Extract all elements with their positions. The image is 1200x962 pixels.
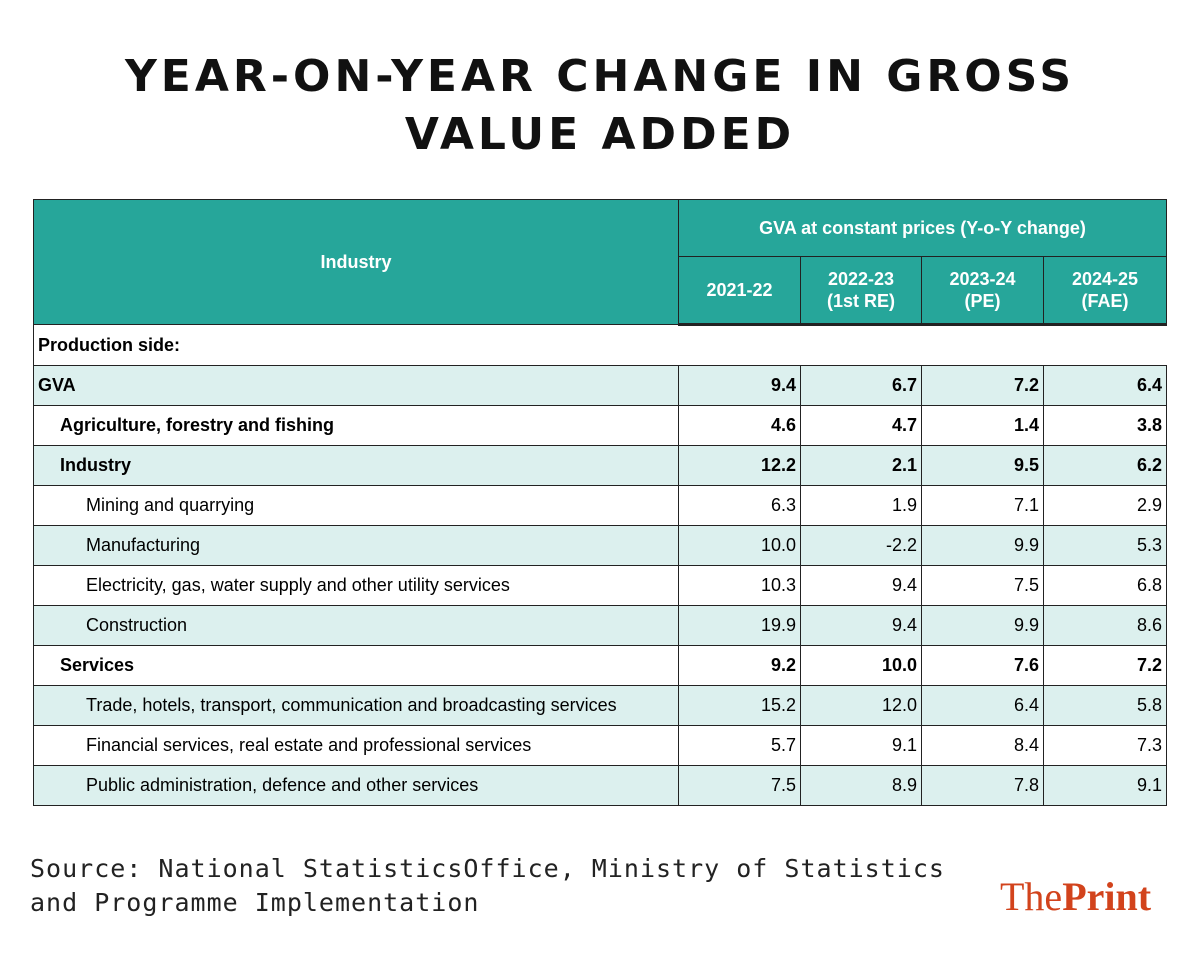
logo-part2: Print [1062, 874, 1152, 919]
value-cell: 7.1 [921, 485, 1044, 526]
title-line-2: VALUE ADDED [404, 109, 796, 160]
logo-part1: The [1000, 874, 1063, 919]
value-cell: 9.4 [678, 365, 801, 406]
row-label: Services [33, 645, 679, 686]
year-header: 2022-23 (1st RE) [800, 256, 922, 326]
table-row: GVA 9.4 6.7 7.2 6.4 [33, 365, 1168, 406]
group-header: GVA at constant prices (Y-o-Y change) [677, 199, 1168, 257]
table-row: Industry 12.2 2.1 9.5 6.2 [33, 445, 1168, 486]
value-cell: 4.7 [800, 405, 922, 446]
year-estimate-label: (PE) [964, 291, 1001, 311]
value-cell: 6.7 [800, 365, 922, 406]
value-cell: 9.9 [921, 605, 1044, 646]
industry-header: Industry [33, 199, 679, 325]
row-label: Manufacturing [33, 525, 679, 566]
value-cell: 6.4 [921, 685, 1044, 726]
year-label: 2021-22 [706, 280, 773, 300]
value-cell: -2.2 [800, 525, 922, 566]
table-row: Agriculture, forestry and fishing 4.6 4.7 1… [33, 405, 1168, 446]
value-cell: 9.5 [921, 445, 1044, 486]
value-cell: 9.9 [921, 525, 1044, 566]
value-cell: 9.1 [800, 725, 922, 766]
value-cell: 9.4 [800, 565, 922, 606]
year-label: 2023-24 [949, 269, 1016, 289]
value-cell: 3.8 [1042, 405, 1168, 446]
value-cell: 7.6 [921, 645, 1044, 686]
row-label: Financial services, real estate and prof… [33, 725, 679, 766]
theprint-logo: ThePrint [1000, 873, 1151, 920]
value-cell: 19.9 [678, 605, 801, 646]
value-cell: 12.2 [678, 445, 801, 486]
value-cell: 7.3 [1042, 725, 1168, 766]
value-cell: 9.1 [1042, 765, 1168, 806]
value-cell: 7.8 [921, 765, 1044, 806]
table-row: Manufacturing 10.0 -2.2 9.9 5.3 [33, 525, 1168, 566]
row-label: Agriculture, forestry and fishing [33, 405, 679, 446]
value-cell: 6.4 [1042, 365, 1168, 406]
page-title: YEAR-ON-YEAR CHANGE IN GROSS VALUE ADDED [0, 48, 1200, 164]
table-row: Electricity, gas, water supply and other… [33, 565, 1168, 606]
row-label: Trade, hotels, transport, communication … [33, 685, 679, 726]
table-row: Services 9.2 10.0 7.6 7.2 [33, 645, 1168, 686]
value-cell: 10.3 [678, 565, 801, 606]
value-cell: 5.7 [678, 725, 801, 766]
value-cell: 15.2 [678, 685, 801, 726]
table-row: Public administration, defence and other… [33, 765, 1168, 806]
source-line-1: Source: National StatisticsOffice, Minis… [30, 854, 945, 883]
year-header: 2021-22 [678, 256, 801, 326]
value-cell: 8.4 [921, 725, 1044, 766]
row-label: Industry [33, 445, 679, 486]
value-cell: 5.8 [1042, 685, 1168, 726]
value-cell: 7.2 [1042, 645, 1168, 686]
title-line-1: YEAR-ON-YEAR CHANGE IN GROSS [124, 51, 1076, 102]
year-header: 2024-25 (FAE) [1042, 256, 1168, 326]
value-cell: 7.5 [921, 565, 1044, 606]
value-cell: 5.3 [1042, 525, 1168, 566]
value-cell: 1.4 [921, 405, 1044, 446]
value-cell: 2.1 [800, 445, 922, 486]
year-estimate-label: (FAE) [1081, 291, 1129, 311]
source-line-2: and Programme Implementation [30, 888, 480, 917]
value-cell: 8.6 [1042, 605, 1168, 646]
value-cell: 9.4 [800, 605, 922, 646]
value-cell: 2.9 [1042, 485, 1168, 526]
source-note: Source: National StatisticsOffice, Minis… [30, 852, 945, 920]
year-label: 2024-25 [1071, 269, 1139, 289]
section-label: Production side: [32, 324, 1168, 366]
value-cell: 7.2 [921, 365, 1044, 406]
gva-table: Industry GVA at constant prices (Y-o-Y c… [32, 199, 1168, 806]
row-label: Electricity, gas, water supply and other… [33, 565, 679, 606]
table-row: Trade, hotels, transport, communication … [33, 685, 1168, 726]
table-row: Mining and quarrying 6.3 1.9 7.1 2.9 [33, 485, 1168, 526]
value-cell: 6.8 [1042, 565, 1168, 606]
value-cell: 8.9 [800, 765, 922, 806]
table-row: Financial services, real estate and prof… [33, 725, 1168, 766]
row-label: Mining and quarrying [33, 485, 679, 526]
row-label: GVA [33, 365, 679, 406]
value-cell: 4.6 [678, 405, 801, 446]
value-cell: 9.2 [678, 645, 801, 686]
year-label: 2022-23 [827, 269, 895, 289]
value-cell: 10.0 [678, 525, 801, 566]
row-label: Public administration, defence and other… [33, 765, 679, 806]
value-cell: 1.9 [800, 485, 922, 526]
value-cell: 6.2 [1042, 445, 1168, 486]
value-cell: 10.0 [800, 645, 922, 686]
year-header: 2023-24 (PE) [921, 256, 1044, 326]
row-label: Construction [33, 605, 679, 646]
value-cell: 6.3 [678, 485, 801, 526]
table-row: Construction 19.9 9.4 9.9 8.6 [33, 605, 1168, 646]
year-estimate-label: (1st RE) [826, 291, 895, 311]
value-cell: 7.5 [678, 765, 801, 806]
value-cell: 12.0 [800, 685, 922, 726]
